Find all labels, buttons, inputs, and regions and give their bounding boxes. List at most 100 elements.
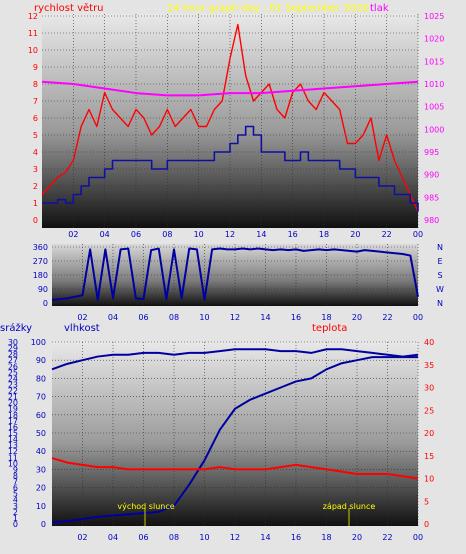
x-tick-label: 06	[138, 533, 148, 542]
y-tick-label: 5	[33, 131, 38, 140]
y-tick-label: 0	[43, 299, 48, 308]
y-tick-label: 26	[8, 362, 18, 371]
x-tick-label: 02	[77, 313, 87, 322]
y-tick-label: 3	[13, 502, 18, 511]
y-tick-label: 5	[13, 490, 18, 499]
y-tick-label: 20	[424, 429, 434, 438]
x-tick-label: 14	[260, 313, 270, 322]
y-tick-label: 2	[33, 182, 38, 191]
direction-left-axis: 0 90 180 270 360	[33, 243, 48, 308]
x-tick-label: 00	[413, 533, 423, 542]
y-tick-label: 10	[8, 459, 18, 468]
x-tick-label: 00	[413, 313, 423, 322]
x-tick-label: 04	[108, 313, 118, 322]
y-tick-label: 995	[424, 148, 439, 157]
x-tick-label: 04	[108, 533, 118, 542]
header-title: 24 hour graph day : 01 September 2020	[167, 3, 369, 14]
y-tick-label: 28	[8, 350, 18, 359]
x-tick-label: 08	[162, 230, 172, 239]
humidity-label: vlhkost	[64, 323, 100, 334]
y-tick-label: 23	[8, 380, 18, 389]
x-tick-label: 12	[225, 230, 235, 239]
x-tick-label: 04	[100, 230, 110, 239]
x-tick-label: 10	[194, 230, 204, 239]
wind-plot-area	[42, 14, 418, 228]
lower-series	[51, 348, 419, 524]
y-tick-label: 7	[13, 478, 18, 487]
y-tick-label: 25	[424, 406, 434, 415]
x-tick-label: 00	[413, 230, 423, 239]
y-tick-label: 24	[8, 374, 18, 383]
y-tick-label: 50	[36, 429, 46, 438]
x-tick-label: 06	[131, 230, 141, 239]
y-tick-label: 8	[13, 471, 18, 480]
direction-x-axis: 02 04 06 08 10 12 14 16 18 20 22 00	[77, 313, 423, 322]
y-tick-label: 60	[36, 411, 46, 420]
x-tick-label: 22	[382, 313, 392, 322]
y-tick-label: 0	[41, 520, 46, 529]
x-tick-label: 08	[169, 533, 179, 542]
y-tick-label: 40	[36, 447, 46, 456]
y-tick-label: 35	[424, 361, 434, 370]
wind-series	[41, 23, 419, 212]
y-tick-label: 985	[424, 193, 439, 202]
y-tick-label: 4	[13, 496, 18, 505]
wind-speed-line	[41, 23, 419, 212]
y-tick-label: 25	[8, 368, 18, 377]
y-tick-label: 2	[13, 508, 18, 517]
x-tick-label: 12	[230, 313, 240, 322]
y-tick-label: 1000	[424, 125, 444, 134]
y-tick-label: 27	[8, 356, 18, 365]
wind-direction-line	[51, 247, 419, 301]
y-tick-label: 11	[28, 29, 38, 38]
lower-x-axis: 02 04 06 08 10 12 14 16 18 20 22 00	[77, 533, 423, 542]
y-tick-label: 0	[424, 520, 429, 529]
y-tick-label: 20	[36, 484, 46, 493]
x-tick-label: 18	[321, 313, 331, 322]
y-tick-label: 1015	[424, 57, 444, 66]
y-tick-label: 9	[13, 465, 18, 474]
x-tick-label: 20	[350, 230, 360, 239]
header-pressure-label: tlak	[370, 3, 389, 14]
y-tick-label: 80	[36, 374, 46, 383]
y-tick-label: 19	[8, 405, 18, 414]
y-tick-label: N	[437, 243, 443, 252]
y-tick-label: 180	[33, 271, 48, 280]
y-tick-label: 7	[33, 97, 38, 106]
temperature-right-axis: 0 5 10 15 20 25 30 35 40	[424, 338, 434, 529]
x-tick-label: 16	[291, 313, 301, 322]
header-wind-label: rychlost větru	[34, 2, 104, 14]
x-tick-label: 08	[169, 313, 179, 322]
y-tick-label: 90	[38, 285, 48, 294]
y-tick-label: 15	[424, 452, 434, 461]
y-tick-label: 16	[8, 423, 18, 432]
y-tick-label: E	[437, 257, 442, 266]
y-tick-label: S	[437, 271, 442, 280]
x-tick-label: 22	[382, 533, 392, 542]
wind-x-axis: 02 04 06 08 10 12 14 16 18 20 22 00	[68, 230, 423, 239]
pressure-right-axis: 980 985 990 995 1000 1005 1010 1015 1020 1025	[424, 12, 444, 225]
x-tick-label: 14	[256, 230, 266, 239]
y-tick-label: 10	[28, 46, 38, 55]
y-tick-label: 30	[36, 465, 46, 474]
rain-line	[51, 356, 418, 524]
y-tick-label: W	[436, 285, 444, 294]
direction-series	[51, 247, 419, 301]
y-tick-label: 20	[8, 399, 18, 408]
y-tick-label: 12	[28, 12, 38, 21]
y-tick-label: 10	[36, 502, 46, 511]
y-tick-label: 10	[424, 475, 434, 484]
y-tick-label: 29	[8, 344, 18, 353]
precip-label: srážky	[0, 322, 32, 334]
x-tick-label: 18	[321, 533, 331, 542]
x-tick-label: 22	[382, 230, 392, 239]
y-tick-label: 6	[13, 484, 18, 493]
y-tick-label: 14	[8, 435, 18, 444]
y-tick-label: 11	[8, 453, 18, 462]
temperature-label: teplota	[312, 323, 347, 334]
y-tick-label: 12	[8, 447, 18, 456]
y-tick-label: 30	[424, 384, 434, 393]
